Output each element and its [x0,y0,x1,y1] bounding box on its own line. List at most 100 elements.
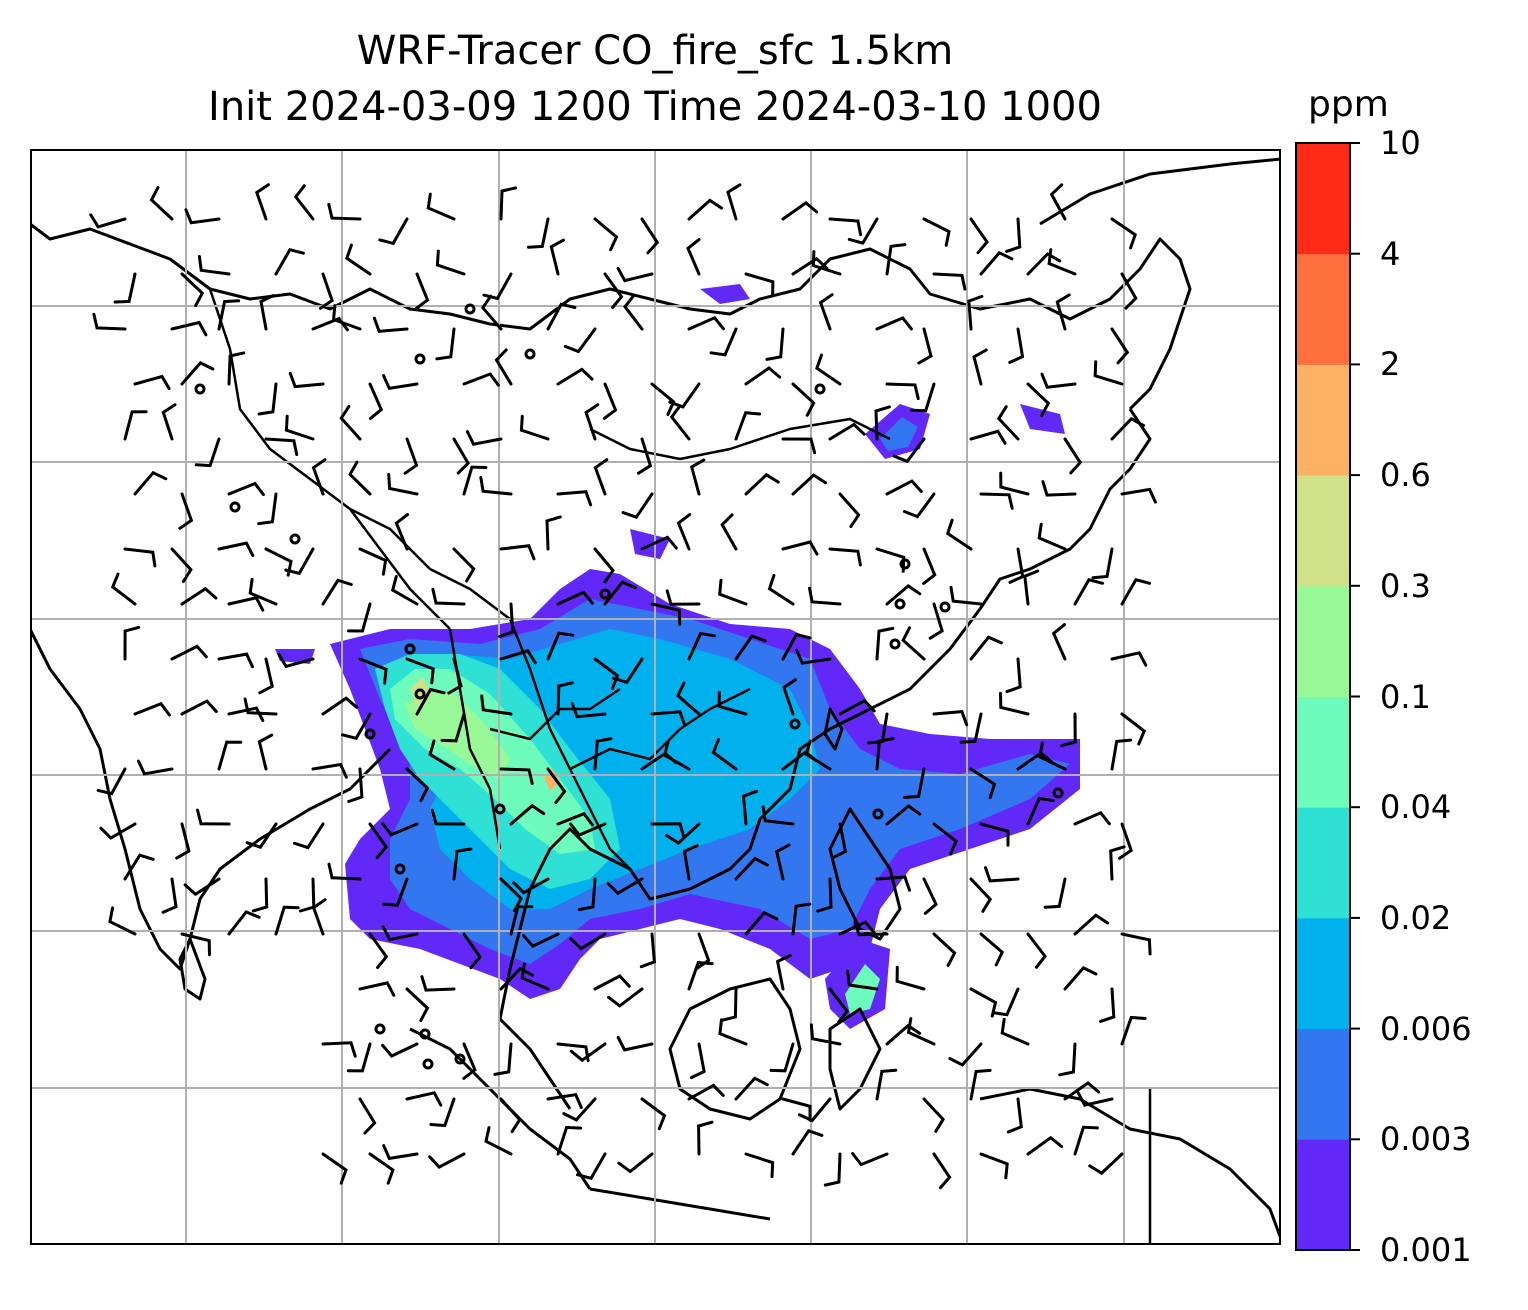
colorbar-swatch [1296,475,1350,587]
wind-barb [922,877,938,915]
wind-barb [910,382,936,413]
wind-barb [1049,183,1067,221]
wind-barb [969,429,1007,445]
wind-barb [875,1068,898,1101]
wind-barb [791,382,816,417]
wind-barb [482,272,513,301]
wind-barb [345,243,372,276]
calm-wind-marker [289,533,301,545]
wind-barb [828,547,862,567]
wind-barb [979,822,1010,847]
wind-barb [744,472,780,496]
wind-barb [885,804,922,826]
calm-wind-marker [404,643,416,655]
wind-barb [311,898,327,936]
colorbar-swatch [1296,585,1350,697]
wind-barb [665,822,701,845]
wind-barb [311,316,349,332]
wind-barb [895,965,926,991]
wind-barb [123,410,148,441]
wind-barb [452,547,476,583]
colorbar-tick-label: 0.02 [1380,898,1452,937]
wind-barb [92,312,127,331]
chart-title: WRF-Tracer CO_fire_sfc 1.5km [356,28,954,74]
wind-barb [1099,987,1116,1023]
wind-barb [781,1097,812,1122]
map-frame [30,149,1281,1245]
wind-barb [372,316,409,333]
wind-barb [462,932,482,970]
wind-barb [1091,547,1114,580]
co-field-max [410,677,432,709]
wind-barb [358,547,388,576]
wind-barb [606,877,644,896]
wind-barb [1063,966,1098,991]
wind-barb [257,382,278,416]
wind-barb [767,573,795,606]
wind-barb [602,382,618,420]
wind-barb [293,822,325,850]
wind-barb [689,458,706,496]
wind-barb [321,578,353,606]
wind-barb [284,414,315,441]
wind-barb [676,513,692,551]
colorbar-tick-label: 0.6 [1380,456,1431,495]
wind-barb [1088,1152,1124,1176]
wind-barb [781,201,819,221]
colorbar-tick-label: 0.1 [1380,677,1431,716]
calm-wind-marker [394,863,406,875]
wind-barb [484,1126,513,1156]
wind-barb [546,767,567,804]
wind-barb [1076,1091,1114,1107]
wind-barb [637,437,653,475]
wind-barb [718,1018,748,1046]
calm-wind-marker [414,688,426,700]
wind-barb [885,243,907,276]
wind-barb [593,217,619,252]
wind-barb [556,811,594,827]
wind-barb [734,634,767,661]
wind-barb [520,962,550,991]
colorbar-swatch [1296,1139,1350,1251]
wind-barb [616,1036,654,1052]
colorbar-tick-label: 0.3 [1380,566,1431,605]
co-patch-5 [1020,404,1065,434]
wind-barb [319,272,334,310]
coastline-borneo [668,977,802,1121]
wind-barb [816,877,833,913]
coastlines [30,157,1281,1240]
wind-barb [382,877,409,907]
colorbar-frame [1295,142,1351,1251]
wind-barb [1110,217,1137,250]
colorbar-tick-label: 0.003 [1380,1120,1472,1159]
wind-barb [781,437,817,455]
wind-barb [853,919,889,937]
wind-barb [327,203,362,221]
wind-barb [452,847,473,881]
wind-barb [382,374,419,391]
calm-wind-marker [889,638,901,650]
wind-barb [650,710,687,727]
wind-barb [761,805,795,826]
wind-barb [194,437,221,468]
wind-barb [726,183,742,221]
wind-barb [769,1042,795,1073]
wind-barb [123,853,155,881]
wind-barb [903,767,926,799]
wind-barb [1000,1017,1030,1046]
wind-barb [394,513,410,551]
wind-barb [255,183,270,221]
wind-barb [257,733,274,771]
wind-barb [1110,651,1148,667]
wind-barb [1006,1097,1023,1134]
calm-wind-marker [599,588,611,600]
wind-barb [499,649,537,665]
wind-barb [781,632,812,661]
wind-barb [828,987,849,1024]
map-plot [30,149,1281,1245]
colorbar-tick-label: 0.006 [1380,1009,1472,1048]
wind-barb [687,631,716,661]
wind-barb [972,348,988,386]
wind-barb [1063,1081,1101,1101]
wind-barb [932,932,957,967]
